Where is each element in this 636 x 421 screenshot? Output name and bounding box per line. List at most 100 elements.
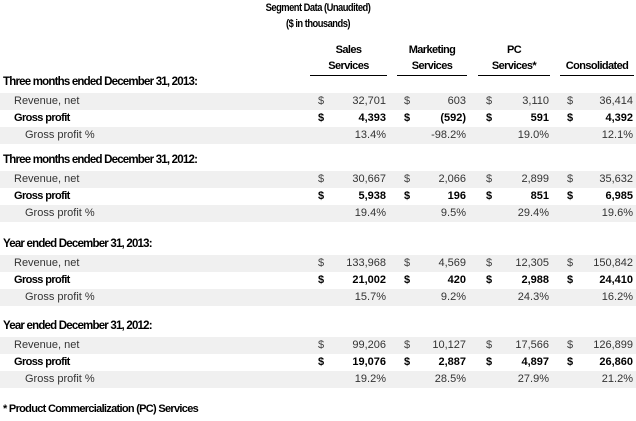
cell-value: 2,988 (521, 274, 549, 286)
cell-value: 13.4% (354, 129, 386, 141)
currency-symbol: $ (318, 173, 325, 185)
cell-value: 19.4% (354, 207, 386, 219)
currency-symbol: $ (318, 257, 325, 269)
cell-value: -98.2% (431, 129, 466, 141)
cell-value: 28.5% (434, 373, 466, 385)
row-label: Revenue, net (14, 173, 80, 185)
table-row: Gross profit $4,393 $ (592) $591 $4,392 (0, 110, 636, 127)
currency-symbol: $ (404, 257, 411, 269)
cell-value: 2,887 (438, 356, 466, 368)
column-header-line (560, 42, 634, 58)
currency-symbol: $ (404, 173, 411, 185)
cell-value: 27.9% (517, 373, 549, 385)
cell-value: 24.3% (517, 291, 549, 303)
currency-symbol: $ (486, 257, 493, 269)
cell-value: 603 (447, 95, 466, 107)
row-label: Revenue, net (14, 339, 80, 351)
cell-value: 30,667 (352, 173, 386, 185)
section-title: Year ended December 31, 2012: (3, 320, 153, 332)
document-title: Segment Data (Unaudited) (265, 2, 371, 14)
row-label: Gross profit % (25, 207, 95, 219)
currency-symbol: $ (404, 339, 411, 351)
cell-value: 10,127 (432, 339, 466, 351)
section-title: Three months ended December 31, 2013: (3, 76, 198, 88)
column-header-line: Services (411, 60, 453, 72)
currency-symbol: $ (318, 274, 325, 286)
column-header-line: Sales (335, 44, 362, 56)
cell-value: 5,938 (358, 190, 386, 202)
cell-value: 2,066 (438, 173, 466, 185)
currency-symbol: $ (318, 190, 325, 202)
currency-symbol: $ (318, 339, 325, 351)
cell-value: (592) (440, 112, 466, 124)
column-header: PC Services* (478, 42, 550, 76)
cell-value: 21.2% (601, 373, 633, 385)
cell-value: 17,566 (515, 339, 549, 351)
column-header: Sales Services (310, 42, 387, 76)
cell-value: 12,305 (515, 257, 549, 269)
cell-value: 32,701 (352, 95, 386, 107)
table-row: Revenue, net $32,701 $603 $3,110 $36,414 (0, 93, 636, 110)
cell-value: 851 (530, 190, 549, 202)
cell-value: 4,897 (521, 356, 549, 368)
cell-value: 4,393 (358, 112, 386, 124)
currency-symbol: $ (486, 190, 493, 202)
column-header: Consolidated (560, 42, 634, 76)
cell-value: 19.6% (601, 207, 633, 219)
currency-symbol: $ (486, 173, 493, 185)
cell-value: 35,632 (599, 173, 633, 185)
row-label: Gross profit (14, 190, 70, 202)
currency-symbol: $ (567, 339, 574, 351)
currency-symbol: $ (567, 112, 574, 124)
cell-value: 21,002 (352, 274, 386, 286)
column-header-line: Marketing (408, 44, 456, 56)
table-row: Gross profit % 19.2% 28.5% 27.9% 21.2% (0, 371, 636, 388)
currency-symbol: $ (318, 95, 325, 107)
row-label: Revenue, net (14, 257, 80, 269)
cell-value: 15.7% (354, 291, 386, 303)
currency-symbol: $ (404, 95, 411, 107)
cell-value: 12.1% (601, 129, 633, 141)
cell-value: 3,110 (522, 95, 549, 107)
cell-value: 29.4% (517, 207, 549, 219)
table-row: Gross profit $19,076 $2,887 $4,897 $26,860 (0, 354, 636, 371)
cell-value: 9.2% (440, 291, 466, 303)
cell-value: 19.0% (517, 129, 549, 141)
column-header: Marketing Services (397, 42, 467, 76)
cell-value: 9.5% (440, 207, 466, 219)
column-header-line: Consolidated (565, 60, 629, 72)
cell-value: 4,569 (438, 257, 466, 269)
document-subtitle: ($ in thousands) (285, 18, 351, 30)
row-label: Gross profit (14, 356, 70, 368)
column-header-line: Services* (491, 60, 537, 72)
table-row: Gross profit % 13.4% -98.2% 19.0% 12.1% (0, 127, 636, 144)
table-row: Gross profit % 15.7% 9.2% 24.3% 16.2% (0, 289, 636, 306)
section-title: Year ended December 31, 2013: (3, 238, 153, 250)
cell-value: 591 (530, 112, 549, 124)
column-header-line: Services (328, 60, 369, 72)
currency-symbol: $ (567, 190, 574, 202)
section-title: Three months ended December 31, 2012: (3, 154, 198, 166)
cell-value: 36,414 (599, 95, 633, 107)
currency-symbol: $ (318, 112, 325, 124)
cell-value: 126,899 (593, 339, 633, 351)
table-row: Gross profit $21,002 $420 $2,988 $24,410 (0, 272, 636, 289)
row-label: Revenue, net (14, 95, 80, 107)
cell-value: 6,985 (605, 190, 633, 202)
cell-value: 4,392 (605, 112, 633, 124)
currency-symbol: $ (486, 356, 493, 368)
cell-value: 16.2% (601, 291, 633, 303)
table-row: Revenue, net $133,968 $4,569 $12,305 $150,84… (0, 255, 636, 272)
footnote: * Product Commercialization (PC) Service… (3, 403, 199, 415)
currency-symbol: $ (567, 356, 574, 368)
row-label: Gross profit (14, 274, 70, 286)
cell-value: 2,899 (521, 173, 549, 185)
cell-value: 133,968 (346, 257, 386, 269)
currency-symbol: $ (404, 190, 411, 202)
currency-symbol: $ (486, 95, 493, 107)
cell-value: 420 (447, 274, 466, 286)
table-row: Gross profit $5,938 $196 $851 $6,985 (0, 188, 636, 205)
row-label: Gross profit (14, 112, 70, 124)
currency-symbol: $ (567, 274, 574, 286)
